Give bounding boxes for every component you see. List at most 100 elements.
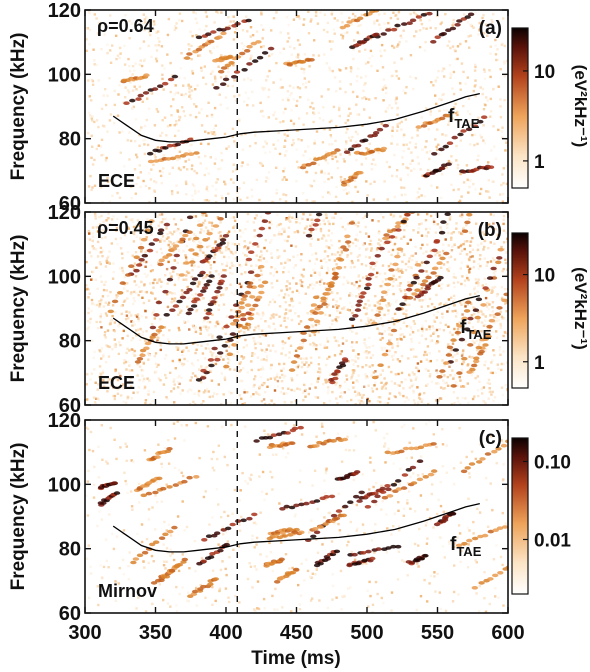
noise-speckle xyxy=(462,104,465,108)
noise-speckle xyxy=(478,380,481,383)
noise-speckle xyxy=(153,23,156,26)
noise-speckle xyxy=(385,27,388,30)
noise-speckle xyxy=(336,292,339,295)
noise-speckle xyxy=(435,399,438,402)
noise-speckle xyxy=(380,346,383,349)
noise-speckle xyxy=(211,334,214,337)
noise-speckle xyxy=(456,110,459,114)
noise-speckle xyxy=(476,375,479,378)
noise-speckle xyxy=(443,387,447,390)
noise-speckle xyxy=(206,329,209,332)
noise-speckle xyxy=(320,95,323,98)
noise-speckle xyxy=(226,357,230,360)
noise-speckle xyxy=(413,402,417,405)
noise-speckle xyxy=(393,382,397,385)
noise-speckle xyxy=(140,280,143,284)
noise-speckle xyxy=(455,381,458,384)
noise-speckle xyxy=(153,153,156,157)
noise-speckle xyxy=(493,274,496,277)
noise-speckle xyxy=(175,22,178,25)
noise-speckle xyxy=(413,167,416,171)
mode-streak xyxy=(390,328,398,333)
noise-speckle xyxy=(448,218,452,221)
mode-streak xyxy=(123,101,130,105)
noise-speckle xyxy=(383,272,387,275)
mode-streak xyxy=(157,228,165,232)
noise-speckle xyxy=(327,220,330,223)
noise-speckle xyxy=(98,305,101,308)
noise-speckle xyxy=(353,265,356,269)
noise-speckle xyxy=(128,311,131,314)
noise-speckle xyxy=(350,282,354,285)
noise-speckle xyxy=(502,167,505,170)
noise-speckle xyxy=(341,21,344,24)
noise-speckle xyxy=(432,220,436,223)
noise-speckle xyxy=(349,377,353,380)
noise-speckle xyxy=(433,331,436,334)
mode-streak xyxy=(216,335,223,340)
noise-speckle xyxy=(174,223,177,226)
noise-speckle xyxy=(449,215,452,218)
noise-speckle xyxy=(415,376,418,379)
mode-streak xyxy=(373,32,380,37)
noise-speckle xyxy=(302,23,305,26)
noise-speckle xyxy=(166,305,170,309)
mode-streak xyxy=(230,322,237,326)
noise-speckle xyxy=(240,379,244,383)
noise-speckle xyxy=(294,264,297,267)
noise-speckle xyxy=(253,383,256,387)
mode-streak xyxy=(255,295,263,300)
noise-speckle xyxy=(322,106,325,109)
noise-speckle xyxy=(450,296,453,299)
noise-speckle xyxy=(108,77,111,80)
noise-speckle xyxy=(468,218,471,221)
noise-speckle xyxy=(454,58,457,61)
noise-speckle xyxy=(483,239,486,243)
noise-speckle xyxy=(206,229,210,233)
noise-speckle xyxy=(447,298,451,301)
noise-speckle xyxy=(240,265,243,268)
mode-streak xyxy=(235,309,242,314)
noise-speckle xyxy=(309,236,312,239)
noise-speckle xyxy=(191,372,195,375)
noise-speckle xyxy=(137,319,140,323)
noise-speckle xyxy=(145,330,148,333)
noise-speckle xyxy=(93,63,96,66)
noise-speckle xyxy=(173,297,177,300)
mode-streak xyxy=(482,286,489,290)
noise-speckle xyxy=(179,392,182,395)
noise-speckle xyxy=(173,230,176,233)
noise-speckle xyxy=(380,596,383,600)
noise-speckle xyxy=(193,103,196,106)
noise-speckle xyxy=(89,114,92,117)
noise-speckle xyxy=(469,293,472,296)
noise-speckle xyxy=(310,519,313,522)
noise-speckle xyxy=(220,159,224,162)
mode-streak xyxy=(228,315,235,319)
noise-speckle xyxy=(357,221,360,224)
noise-speckle xyxy=(284,301,287,304)
noise-speckle xyxy=(230,216,233,220)
noise-speckle xyxy=(178,76,181,79)
noise-speckle xyxy=(191,258,194,261)
noise-speckle xyxy=(134,314,137,317)
noise-speckle xyxy=(217,308,220,311)
noise-speckle xyxy=(484,296,488,300)
noise-speckle xyxy=(365,350,368,353)
noise-speckle xyxy=(251,104,255,107)
noise-speckle xyxy=(126,347,129,350)
noise-speckle xyxy=(152,560,155,563)
noise-speckle xyxy=(477,310,480,314)
noise-speckle xyxy=(327,269,330,272)
noise-speckle xyxy=(298,301,301,305)
noise-speckle xyxy=(341,225,344,229)
noise-speckle xyxy=(188,93,192,97)
noise-speckle xyxy=(418,45,422,49)
noise-speckle xyxy=(412,348,415,351)
mode-streak xyxy=(501,298,508,303)
diagnostic-label: ECE xyxy=(98,373,135,393)
noise-speckle xyxy=(157,224,160,227)
noise-speckle xyxy=(142,362,145,365)
noise-speckle xyxy=(489,45,492,48)
noise-speckle xyxy=(286,134,289,137)
